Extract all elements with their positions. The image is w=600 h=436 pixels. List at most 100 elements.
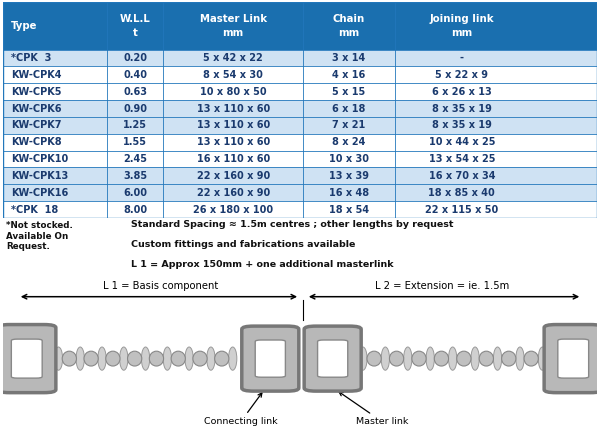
Text: Custom fittings and fabrications available: Custom fittings and fabrications availab… [131, 240, 355, 249]
Ellipse shape [412, 351, 426, 366]
Ellipse shape [426, 347, 434, 370]
Ellipse shape [479, 351, 493, 366]
Ellipse shape [359, 347, 367, 370]
Text: 6 x 18: 6 x 18 [332, 104, 365, 114]
Ellipse shape [389, 351, 404, 366]
Ellipse shape [185, 347, 193, 370]
Ellipse shape [149, 351, 164, 366]
Ellipse shape [54, 347, 62, 370]
Ellipse shape [434, 351, 449, 366]
Ellipse shape [381, 347, 389, 370]
Ellipse shape [171, 351, 185, 366]
Text: KW-CPK13: KW-CPK13 [11, 171, 68, 181]
Text: 8 x 35 x 19: 8 x 35 x 19 [432, 120, 492, 130]
FancyBboxPatch shape [11, 339, 42, 378]
Text: 8 x 54 x 30: 8 x 54 x 30 [203, 70, 263, 80]
Text: 22 x 115 x 50: 22 x 115 x 50 [425, 204, 499, 215]
Text: 13 x 54 x 25: 13 x 54 x 25 [428, 154, 495, 164]
Text: 18 x 85 x 40: 18 x 85 x 40 [428, 188, 495, 198]
Ellipse shape [215, 351, 229, 366]
Bar [3, 50, 597, 67]
Text: KW-CPK5: KW-CPK5 [11, 87, 61, 97]
Text: 13 x 110 x 60: 13 x 110 x 60 [197, 120, 270, 130]
Text: Master Link
mm: Master Link mm [200, 14, 267, 37]
Text: Type: Type [11, 21, 37, 31]
Text: KW-CPK10: KW-CPK10 [11, 154, 68, 164]
Text: L 1 = Approx 150mm + one additional masterlink: L 1 = Approx 150mm + one additional mast… [131, 260, 394, 269]
Text: 26 x 180 x 100: 26 x 180 x 100 [193, 204, 273, 215]
Text: 8.00: 8.00 [123, 204, 147, 215]
Text: 10 x 80 x 50: 10 x 80 x 50 [200, 87, 266, 97]
Text: 8 x 24: 8 x 24 [332, 137, 365, 147]
Text: 16 x 70 x 34: 16 x 70 x 34 [428, 171, 495, 181]
FancyBboxPatch shape [317, 340, 348, 377]
FancyBboxPatch shape [0, 324, 56, 393]
Text: Connecting link: Connecting link [204, 393, 277, 426]
Text: *CPK  18: *CPK 18 [11, 204, 58, 215]
Text: 10 x 30: 10 x 30 [329, 154, 369, 164]
Text: L 2 = Extension = ie. 1.5m: L 2 = Extension = ie. 1.5m [376, 280, 509, 290]
Text: 3 x 14: 3 x 14 [332, 53, 365, 63]
Ellipse shape [367, 351, 381, 366]
Text: 22 x 160 x 90: 22 x 160 x 90 [197, 188, 270, 198]
FancyBboxPatch shape [558, 339, 589, 378]
Text: 2.45: 2.45 [123, 154, 147, 164]
Ellipse shape [163, 347, 172, 370]
FancyBboxPatch shape [544, 324, 600, 393]
Text: KW-CPK4: KW-CPK4 [11, 70, 61, 80]
Bar [3, 100, 597, 117]
Text: Joining link
mm: Joining link mm [430, 14, 494, 37]
Ellipse shape [471, 347, 479, 370]
Text: 16 x 48: 16 x 48 [329, 188, 369, 198]
Text: 13 x 110 x 60: 13 x 110 x 60 [197, 104, 270, 114]
Ellipse shape [448, 347, 457, 370]
Bar [3, 184, 597, 201]
Ellipse shape [76, 347, 85, 370]
Ellipse shape [207, 347, 215, 370]
Text: 6 x 26 x 13: 6 x 26 x 13 [432, 87, 492, 97]
Bar [3, 117, 597, 134]
Text: 8 x 35 x 19: 8 x 35 x 19 [432, 104, 492, 114]
Text: KW-CPK8: KW-CPK8 [11, 137, 61, 147]
Ellipse shape [538, 347, 547, 370]
FancyBboxPatch shape [255, 340, 286, 377]
Text: KW-CPK7: KW-CPK7 [11, 120, 61, 130]
Ellipse shape [84, 351, 98, 366]
Ellipse shape [62, 351, 76, 366]
Bar [3, 134, 597, 151]
Ellipse shape [516, 347, 524, 370]
Text: 16 x 110 x 60: 16 x 110 x 60 [197, 154, 270, 164]
Text: 5 x 22 x 9: 5 x 22 x 9 [436, 70, 488, 80]
FancyBboxPatch shape [304, 326, 361, 391]
Text: KW-CPK6: KW-CPK6 [11, 104, 61, 114]
Ellipse shape [524, 351, 538, 366]
Ellipse shape [404, 347, 412, 370]
Text: 7 x 21: 7 x 21 [332, 120, 365, 130]
Text: 4 x 16: 4 x 16 [332, 70, 365, 80]
Bar [3, 151, 597, 167]
Ellipse shape [40, 351, 55, 366]
Ellipse shape [128, 351, 142, 366]
Text: 3.85: 3.85 [123, 171, 147, 181]
Text: Master link: Master link [339, 392, 409, 426]
Bar [3, 83, 597, 100]
Text: 0.40: 0.40 [123, 70, 147, 80]
Text: 1.25: 1.25 [123, 120, 147, 130]
Text: *Not stocked.
Available On
Request.: *Not stocked. Available On Request. [6, 221, 73, 251]
Ellipse shape [344, 351, 359, 366]
FancyBboxPatch shape [7, 345, 30, 375]
Ellipse shape [229, 347, 237, 370]
Text: 6.00: 6.00 [123, 188, 147, 198]
Ellipse shape [106, 351, 120, 366]
Text: 5 x 15: 5 x 15 [332, 87, 365, 97]
Ellipse shape [193, 351, 207, 366]
Text: 5 x 42 x 22: 5 x 42 x 22 [203, 53, 263, 63]
Text: Standard Spacing ≈ 1.5m centres ; other lengths by request: Standard Spacing ≈ 1.5m centres ; other … [131, 220, 453, 229]
Ellipse shape [493, 347, 502, 370]
Bar [3, 67, 597, 83]
Text: KW-CPK16: KW-CPK16 [11, 188, 68, 198]
Ellipse shape [457, 351, 471, 366]
Ellipse shape [502, 351, 516, 366]
Text: 0.63: 0.63 [123, 87, 147, 97]
Ellipse shape [142, 347, 150, 370]
